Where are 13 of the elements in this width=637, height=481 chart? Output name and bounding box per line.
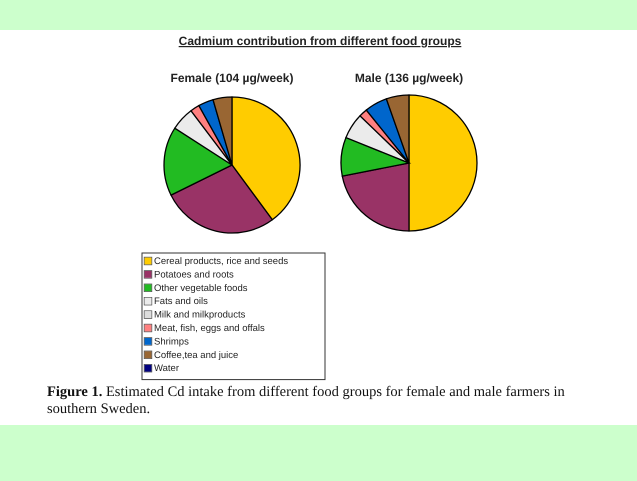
legend-label: Fats and oils bbox=[154, 296, 208, 308]
legend-label: Shrimps bbox=[154, 336, 190, 348]
legend-label: Potatoes and roots bbox=[154, 269, 234, 280]
chart-title: Male (136 µg/week) bbox=[354, 71, 464, 85]
legend-label: Other vegetable foods bbox=[154, 282, 248, 294]
legend-label: Meat, fish, eggs and offals bbox=[154, 323, 265, 334]
legend-label: Water bbox=[154, 363, 179, 374]
chart-subtitle: Female (104 µg/week) bbox=[170, 71, 294, 85]
chart-title: Cadmium contribution from different food groups bbox=[178, 34, 462, 48]
text: Figure 1. Estimated Cd intake from different food groups for female and male farmers in southern Sweden. bbox=[47, 384, 565, 417]
legend-label: Coffee,tea and juice bbox=[154, 350, 238, 361]
legend-label: Milk and milkproducts bbox=[154, 310, 246, 321]
legend-label: Cereal products, rice and seeds bbox=[154, 256, 288, 267]
